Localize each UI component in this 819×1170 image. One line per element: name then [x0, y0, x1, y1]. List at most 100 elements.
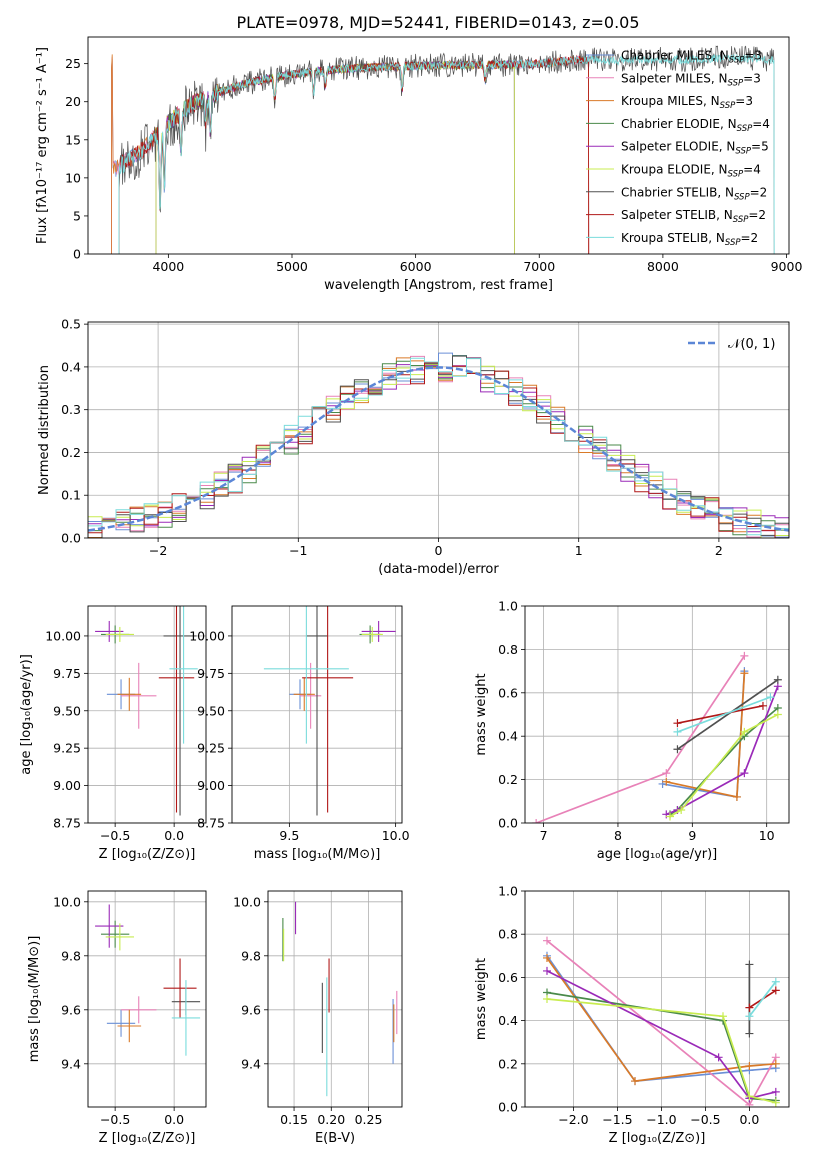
figure-title: PLATE=0978, MJD=52441, FIBERID=0143, z=0… [236, 13, 639, 32]
x-tick-label: −0.5 [100, 828, 130, 843]
weight-marker [714, 1053, 723, 1062]
x-tick-label: 0 [435, 543, 443, 558]
x-tick-label: 4000 [152, 259, 184, 274]
y-tick-label: 9.00 [197, 778, 225, 793]
y-tick-label: 0.6 [498, 970, 518, 985]
legend-subscript: SSP [725, 238, 741, 248]
x-tick-label: −0.5 [690, 1112, 720, 1127]
weight-marker [740, 651, 749, 660]
y-tick-label: 8.75 [53, 816, 81, 831]
mass_vs_Z-xlabel: Z [log₁₀(Z/Z⊙)] [99, 1131, 196, 1146]
weight-marker [732, 792, 741, 801]
legend-subscript: SSP [729, 56, 745, 66]
y-tick-label: 0.0 [498, 1100, 518, 1115]
weight_vs_age-ylabel: mass weight [474, 673, 489, 755]
y-tick-label: 0.2 [498, 772, 518, 787]
weight_vs_age-plot-area [525, 606, 789, 823]
weight-marker [771, 986, 780, 995]
weight_vs_age-axes: 7 8 9 10 0.0 0.2 0.4 0.6 0.8 1.0 age [log₁₀(age/yr… [474, 599, 790, 862]
y-tick-label: 10.0 [233, 894, 261, 909]
weight_vs_Z-xlabel: Z [log₁₀(Z/Z⊙)] [609, 1131, 706, 1146]
y-tick-label: 0.4 [498, 1013, 518, 1028]
legend-label: Chabrier ELODIE, NSSP=4 [621, 117, 770, 134]
residuals-legend: 𝒩(0, 1) [688, 337, 775, 352]
weight-marker [745, 1012, 754, 1021]
weight-line-salpeter-stelib [677, 704, 764, 725]
x-tick-label: 9000 [771, 259, 803, 274]
weight_vs_Z-axes: −2.0 −1.5 −1.0 −0.5 0.0 0.0 0.2 0.4 0.6 0.8 1.0 Z [… [474, 884, 790, 1146]
weight-marker [745, 1029, 754, 1038]
weight-marker [543, 936, 551, 945]
x-tick-label: 0.0 [739, 1112, 759, 1127]
weight-line-kroupa-stelib [748, 981, 777, 1017]
y-tick-label: 0.0 [498, 816, 518, 831]
legend-tail: =3 [744, 49, 762, 63]
x-tick-label: 9.5 [279, 828, 299, 843]
weight_vs_Z-plot-area [525, 891, 789, 1107]
x-tick-label: 6000 [400, 259, 432, 274]
y-tick-label: 9.25 [197, 741, 225, 756]
weight-line-kroupa-miles [546, 957, 776, 1083]
residuals-axes: −2 −1 0 1 2 0.0 0.1 0.2 0.3 0.4 0.5 (data-model)/er… [37, 317, 790, 577]
legend-label: Chabrier MILES, NSSP=3 [621, 49, 762, 66]
y-tick-label: 9.4 [241, 1056, 261, 1071]
y-tick-label: 0.8 [498, 927, 518, 942]
x-tick-label: −2.0 [558, 1112, 588, 1127]
weight-marker [745, 960, 754, 969]
y-tick-label: 0.1 [61, 488, 81, 503]
y-tick-label: 10.00 [189, 628, 225, 643]
mass_vs_EBV-frame [267, 890, 403, 1108]
y-tick-label: 0.0 [61, 531, 81, 546]
weight-marker [662, 769, 671, 778]
legend-subscript: SSP [733, 215, 749, 225]
x-tick-label: 0.0 [164, 828, 184, 843]
spectrum-axes: 4000 5000 6000 7000 8000 9000 0 5 10 15 20 25 wavele… [35, 36, 803, 293]
legend-tail: =3 [735, 94, 753, 108]
legend-label: Salpeter STELIB, NSSP=2 [621, 208, 766, 225]
y-tick-label: 10.00 [45, 628, 81, 643]
x-tick-label: 0.20 [317, 1112, 345, 1127]
weight-marker [773, 710, 782, 719]
weight_vs_Z-ylabel: mass weight [474, 958, 489, 1040]
weight-line-kroupa-stelib [677, 696, 771, 733]
weight_vs_Z-frame [524, 890, 790, 1108]
weight-marker [771, 1087, 780, 1096]
legend-label: Salpeter ELODIE, NSSP=5 [621, 140, 769, 157]
spectrum-legend: Chabrier MILES, NSSP=3 Salpeter MILES, NS… [586, 49, 770, 248]
age_vs_mass-xlabel: mass [log₁₀(M/M⊙)] [254, 847, 381, 862]
y-tick-label: 0.4 [61, 359, 81, 374]
y-tick-label: 0.6 [498, 685, 518, 700]
weight-line-kroupa-elodie [669, 713, 779, 818]
legend-tail: =5 [751, 140, 769, 154]
gaussian-curve [88, 366, 789, 532]
y-tick-label: 0.8 [498, 642, 518, 657]
y-tick-label: 0.4 [498, 729, 518, 744]
weight_vs_age-frame [524, 605, 790, 824]
weight-marker [771, 1098, 780, 1107]
mass_vs_Z-frame [87, 890, 207, 1108]
age_vs_mass-frame [231, 605, 403, 824]
mass_vs_Z-axes: −0.5 0.0 9.4 9.6 9.8 10.0 Z [log₁₀(Z/Z⊙)] mass … [27, 890, 207, 1146]
legend-subscript: SSP [720, 101, 736, 111]
weight-marker [673, 719, 682, 728]
legend-tail: =4 [743, 163, 761, 177]
weight-marker [740, 669, 749, 678]
x-tick-label: 10 [759, 828, 775, 843]
residuals-ylabel: Normed distribution [37, 365, 52, 495]
age_vs_mass-axes: 9.5 10.0 8.75 9.00 9.25 9.50 9.75 10.00 mass [lo… [189, 605, 410, 862]
age_vs_Z-frame [87, 605, 207, 824]
legend-tail: =3 [743, 71, 761, 85]
legend-subscript: SSP [737, 124, 753, 134]
weight-marker [543, 995, 551, 1003]
y-tick-label: 10 [65, 170, 81, 185]
y-tick-label: 9.75 [197, 666, 225, 681]
y-tick-label: 0 [73, 247, 81, 262]
x-tick-label: 0.25 [355, 1112, 383, 1127]
spectrum-plot-area [111, 45, 775, 254]
weight-line-salpeter-elodie [665, 685, 779, 816]
age_vs_Z-ylabel: age [log₁₀(age/yr)] [19, 654, 34, 775]
y-tick-label: 0.5 [61, 317, 81, 332]
weight_vs_age-xlabel: age [log₁₀(age/yr)] [597, 847, 718, 862]
legend-label: Salpeter MILES, NSSP=3 [621, 71, 761, 88]
mass_vs_EBV-plot-area [268, 891, 402, 1107]
